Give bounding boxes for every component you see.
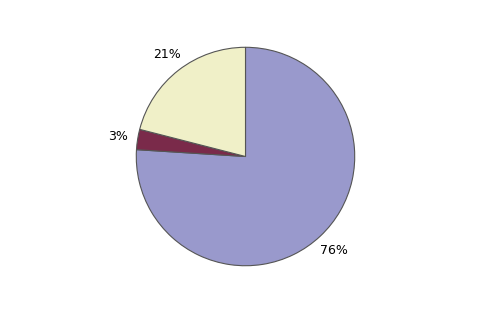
Wedge shape bbox=[136, 47, 355, 266]
Text: 76%: 76% bbox=[320, 244, 348, 257]
Text: 21%: 21% bbox=[153, 48, 180, 61]
Wedge shape bbox=[140, 47, 246, 157]
Text: 3%: 3% bbox=[108, 130, 128, 143]
Wedge shape bbox=[136, 129, 246, 157]
